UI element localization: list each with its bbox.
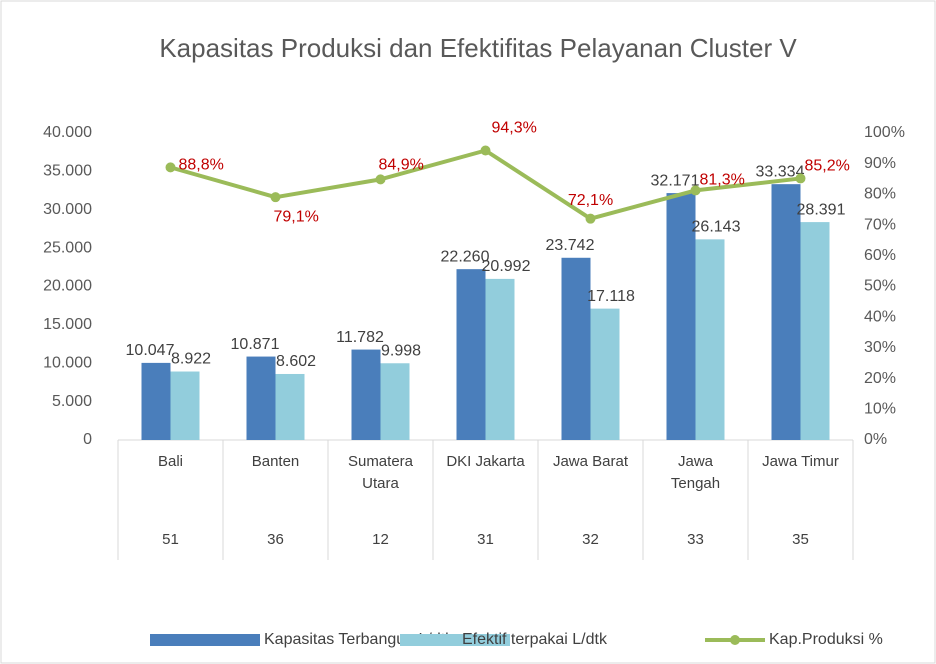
bar-value-label: 28.391 bbox=[797, 201, 846, 218]
bar-value-label: 17.118 bbox=[587, 288, 635, 305]
line-marker bbox=[270, 192, 281, 203]
y2-tick-label: 20% bbox=[864, 370, 896, 387]
bar-value-label: 10.047 bbox=[126, 342, 175, 359]
x-tick-label: Banten bbox=[251, 453, 300, 470]
bar bbox=[695, 239, 725, 440]
y2-tick-label: 50% bbox=[864, 278, 896, 295]
bar-value-label: 23.742 bbox=[546, 237, 595, 254]
bar-value-label: 32.171 bbox=[651, 172, 700, 189]
bar-value-label: 11.782 bbox=[336, 329, 384, 346]
bar bbox=[141, 362, 171, 440]
y-tick-label: 30.000 bbox=[43, 201, 92, 218]
line-value-label: 88,8% bbox=[179, 157, 224, 174]
bar bbox=[380, 363, 410, 440]
bar-value-label: 20.992 bbox=[482, 258, 531, 275]
y-tick-label: 10.000 bbox=[43, 354, 92, 371]
y-tick-label: 35.000 bbox=[43, 163, 92, 180]
line-value-label: 94,3% bbox=[492, 120, 537, 137]
x-tick-code: 51 bbox=[162, 531, 179, 548]
line-value-label: 84,9% bbox=[379, 157, 424, 174]
y-tick-label: 40.000 bbox=[43, 124, 92, 141]
bar bbox=[800, 222, 830, 440]
bar-value-label: 33.334 bbox=[756, 163, 805, 180]
line-value-label: 81,3% bbox=[700, 172, 745, 189]
y2-tick-label: 0% bbox=[864, 431, 887, 448]
line-value-label: 72,1% bbox=[568, 192, 613, 209]
bar-value-label: 26.143 bbox=[692, 219, 741, 236]
bar bbox=[246, 356, 276, 440]
y-tick-label: 20.000 bbox=[43, 278, 92, 295]
bar-value-label: 10.871 bbox=[231, 336, 280, 353]
x-tick-label: DKI Jakarta bbox=[446, 453, 525, 470]
line-marker bbox=[165, 162, 176, 173]
chart-title: Kapasitas Produksi dan Efektifitas Pelay… bbox=[159, 33, 797, 63]
y-tick-label: 15.000 bbox=[43, 316, 92, 333]
y-tick-label: 0 bbox=[83, 431, 92, 448]
legend-swatch bbox=[400, 634, 510, 646]
y2-tick-label: 70% bbox=[864, 216, 896, 233]
x-tick-code: 36 bbox=[267, 531, 284, 548]
bar-value-label: 9.998 bbox=[381, 342, 421, 359]
x-tick-code: 31 bbox=[477, 531, 494, 548]
x-tick-label: Jawa Timur bbox=[762, 453, 839, 470]
x-tick-code: 35 bbox=[792, 531, 809, 548]
legend-label: Efektif terpakai L/dtk bbox=[462, 631, 608, 648]
bar-value-label: 22.260 bbox=[441, 248, 490, 265]
bar bbox=[170, 371, 200, 440]
y2-tick-label: 10% bbox=[864, 401, 896, 418]
line-value-label: 85,2% bbox=[805, 158, 850, 175]
x-tick-code: 33 bbox=[687, 531, 704, 548]
bar bbox=[771, 184, 801, 440]
x-tick-code: 32 bbox=[582, 531, 599, 548]
line-marker bbox=[795, 173, 806, 184]
y2-tick-label: 30% bbox=[864, 339, 896, 356]
bar bbox=[666, 193, 696, 440]
title-box: Kapasitas Produksi dan Efektifitas Pelay… bbox=[159, 33, 797, 63]
bar bbox=[275, 373, 305, 440]
y2-tick-label: 40% bbox=[864, 308, 896, 325]
y2-tick-label: 100% bbox=[864, 124, 905, 141]
line-marker bbox=[375, 174, 386, 185]
bar bbox=[456, 269, 486, 440]
y-tick-label: 25.000 bbox=[43, 239, 92, 256]
legend-marker bbox=[730, 635, 740, 645]
legend-label: Kap.Produksi % bbox=[769, 631, 883, 648]
line-marker bbox=[585, 213, 596, 224]
y2-tick-label: 90% bbox=[864, 155, 896, 172]
y2-tick-label: 80% bbox=[864, 186, 896, 203]
line-marker bbox=[480, 145, 491, 156]
bar-value-label: 8.602 bbox=[276, 353, 316, 370]
x-tick-label: Bali bbox=[157, 453, 183, 470]
y2-tick-label: 60% bbox=[864, 247, 896, 264]
x-tick-code: 12 bbox=[372, 531, 389, 548]
x-tick-label: Sumatera Utara bbox=[347, 453, 414, 492]
y-tick-label: 5.000 bbox=[52, 393, 92, 410]
x-tick-label: Jawa Tengah bbox=[670, 453, 721, 492]
line-marker bbox=[690, 185, 701, 196]
line-value-label: 79,1% bbox=[274, 208, 319, 225]
bar bbox=[485, 278, 515, 440]
x-tick-label: Jawa Barat bbox=[552, 453, 629, 470]
bar bbox=[351, 349, 381, 440]
bar-value-label: 8.922 bbox=[171, 351, 211, 368]
legend-swatch bbox=[150, 634, 260, 646]
bar bbox=[590, 308, 620, 440]
bar bbox=[561, 257, 591, 440]
